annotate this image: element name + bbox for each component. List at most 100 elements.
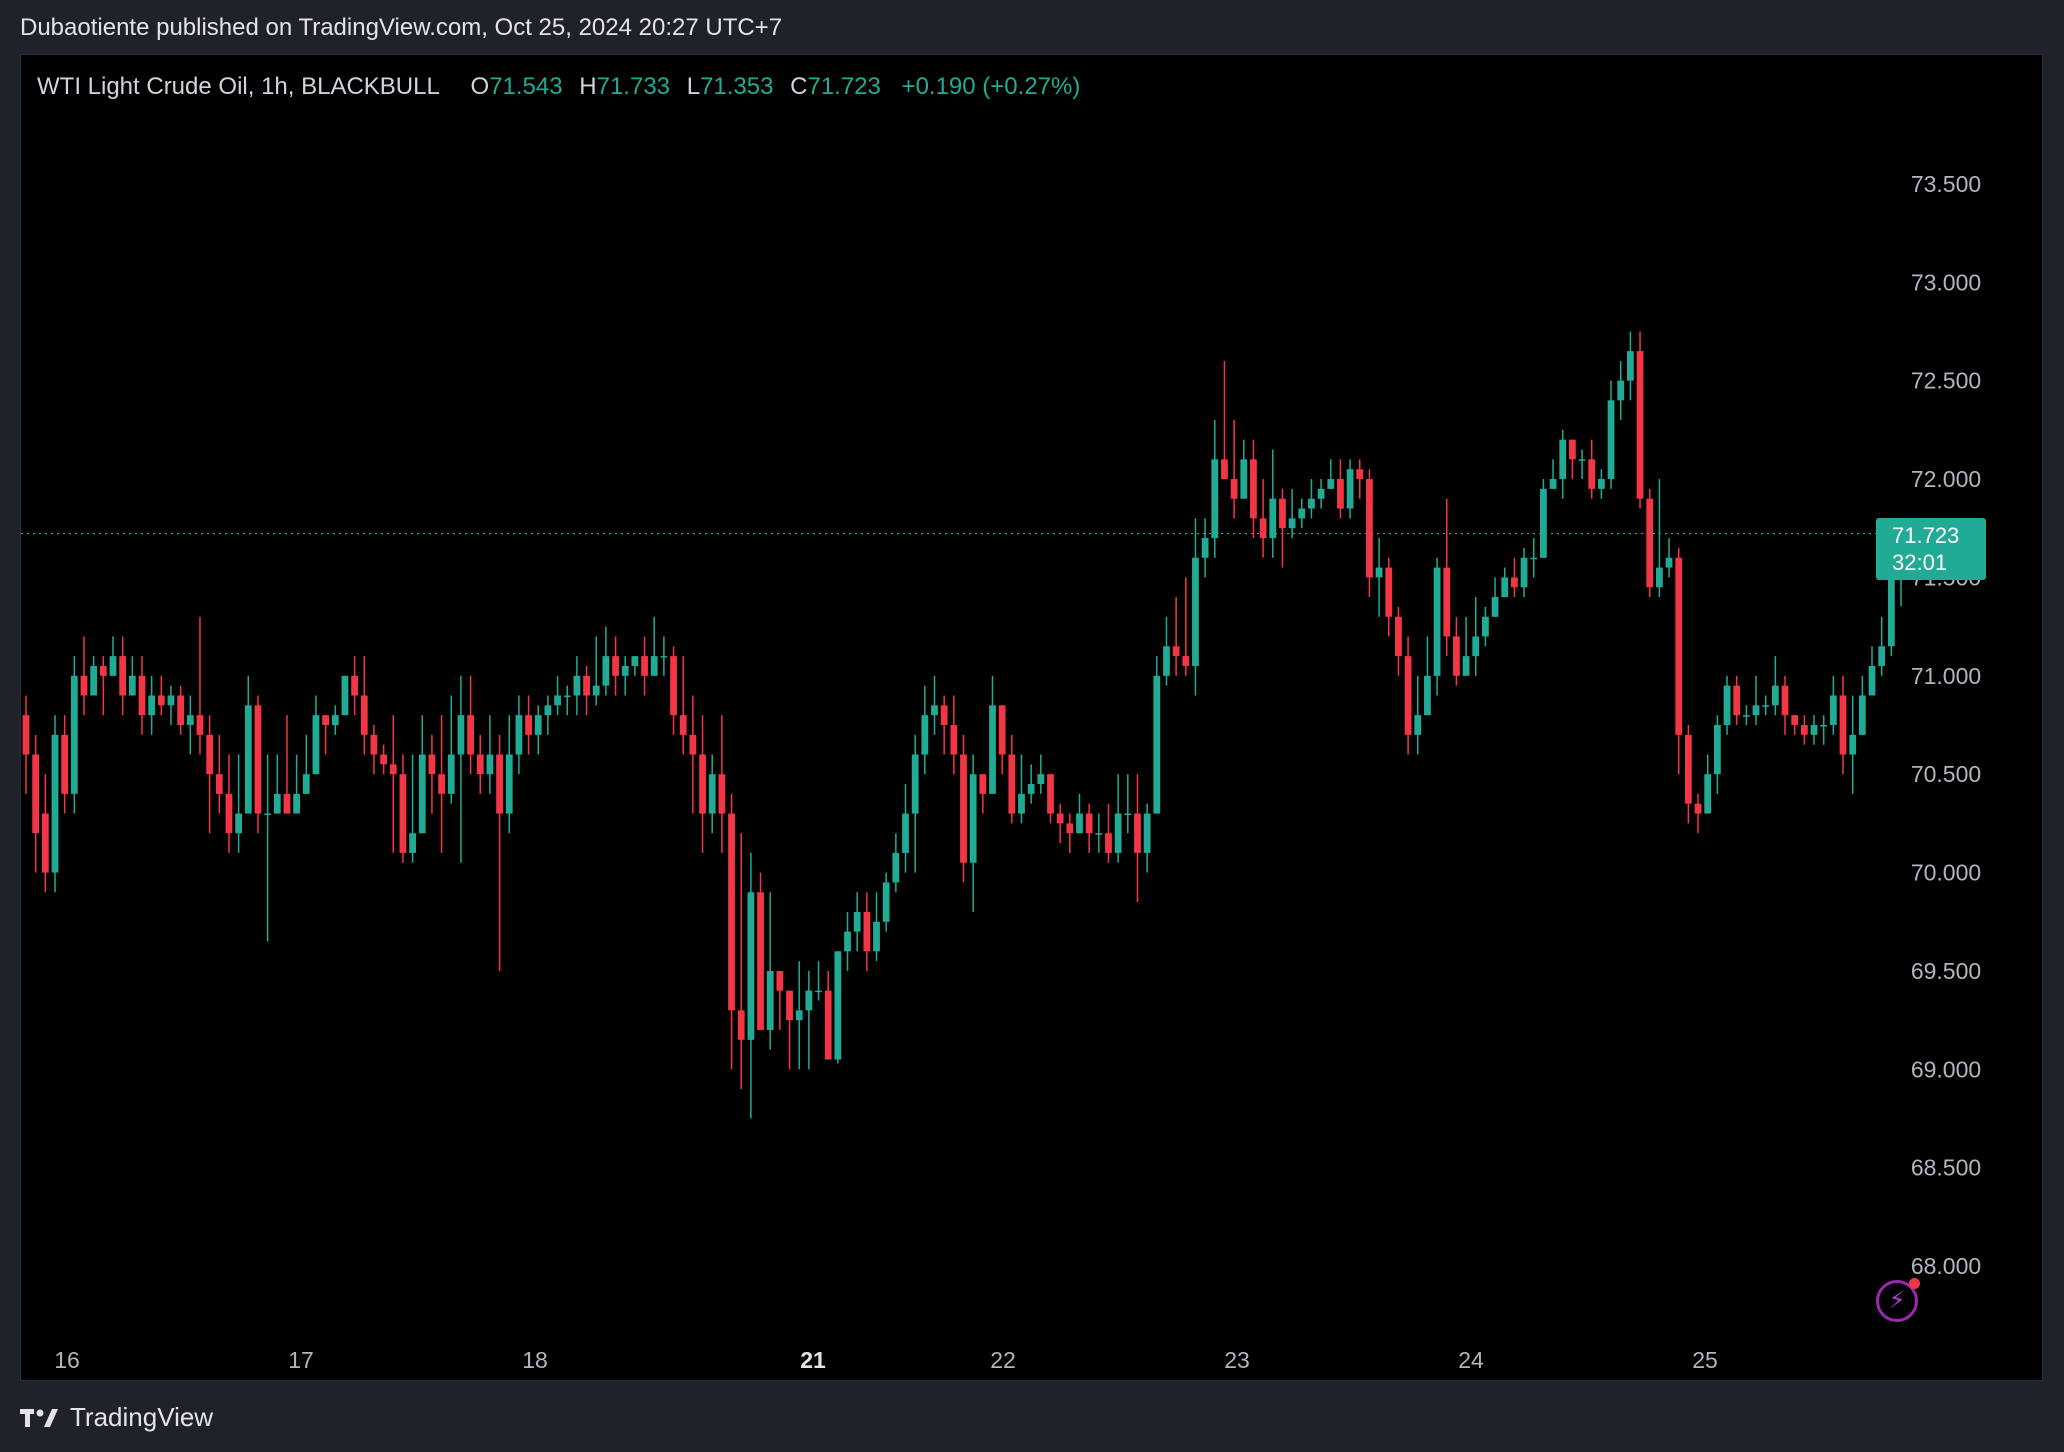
candle-down xyxy=(1636,351,1644,499)
candle-up xyxy=(1143,813,1151,853)
chart-area[interactable]: 73.50073.00072.50072.00071.50071.00070.5… xyxy=(20,54,2043,1381)
y-tick-label: 69.000 xyxy=(1911,1056,1981,1082)
candle-up xyxy=(621,665,629,676)
candle-up xyxy=(747,892,755,1040)
x-tick-label: 22 xyxy=(990,1347,1016,1373)
candle-down xyxy=(476,754,484,775)
candle-up xyxy=(1346,469,1354,509)
candle-down xyxy=(699,754,706,814)
candle-down xyxy=(1800,725,1808,735)
x-tick-label: 24 xyxy=(1458,1347,1484,1373)
candle-down xyxy=(32,754,40,834)
candle-down xyxy=(1182,656,1190,666)
candle-up xyxy=(660,656,668,658)
candle-down xyxy=(1134,813,1141,853)
candle-up xyxy=(1482,616,1489,637)
y-tick-label: 68.000 xyxy=(1911,1253,1981,1279)
candle-up xyxy=(882,882,890,922)
candle-down xyxy=(1066,823,1074,834)
candle-up xyxy=(921,715,929,755)
candle-up xyxy=(1549,479,1557,489)
candle-down xyxy=(757,892,764,1030)
candle-down xyxy=(583,675,590,696)
candle-down xyxy=(1781,685,1789,716)
y-tick-label: 68.500 xyxy=(1911,1155,1981,1181)
candle-up xyxy=(1723,685,1731,725)
candle-up xyxy=(505,754,513,814)
y-tick-label: 73.500 xyxy=(1911,171,1981,197)
candle-down xyxy=(351,675,358,696)
candle-down xyxy=(1453,636,1460,676)
candle-down xyxy=(1443,567,1451,637)
candle-down xyxy=(1230,479,1238,499)
candle-down xyxy=(80,675,88,696)
high-label: H xyxy=(579,73,597,100)
candle-down xyxy=(670,656,677,716)
candle-down xyxy=(119,656,127,696)
candle-up xyxy=(1887,567,1895,647)
candle-down xyxy=(950,725,958,755)
candle-down xyxy=(283,793,291,814)
candle-up xyxy=(1153,675,1161,814)
candle-up xyxy=(1626,351,1634,381)
candle-down xyxy=(641,656,648,676)
tradingview-brand[interactable]: TradingView xyxy=(20,1402,213,1433)
y-tick-label: 70.000 xyxy=(1911,860,1981,886)
candle-down xyxy=(1684,734,1692,804)
candle-up xyxy=(1617,380,1625,401)
candle-down xyxy=(979,774,987,794)
candle-down xyxy=(1385,567,1393,617)
candle-up xyxy=(486,754,494,775)
candle-down xyxy=(399,774,407,853)
candle-up xyxy=(1655,567,1663,588)
candle-down xyxy=(225,793,233,834)
tradingview-logo-icon xyxy=(20,1408,58,1427)
candle-up xyxy=(1849,734,1857,755)
candle-down xyxy=(360,695,368,735)
candle-up xyxy=(602,656,610,686)
y-tick-label: 71.000 xyxy=(1911,663,1981,689)
candle-down xyxy=(370,734,378,755)
bolt-icon[interactable]: ⚡ xyxy=(1876,1278,1920,1322)
candle-up xyxy=(892,852,900,883)
candle-down xyxy=(525,715,532,735)
candle-down xyxy=(157,695,165,706)
candle-up xyxy=(457,715,465,755)
candle-down xyxy=(1250,459,1257,519)
candle-up xyxy=(1163,646,1170,676)
candle-down xyxy=(1404,656,1412,735)
candle-up xyxy=(563,695,571,697)
candle-down xyxy=(1279,498,1286,529)
candle-up xyxy=(708,774,716,814)
candle-up xyxy=(554,695,561,706)
candle-down xyxy=(177,695,185,725)
x-tick-label: 16 xyxy=(54,1347,80,1373)
candle-up xyxy=(815,990,822,993)
candle-up xyxy=(1771,685,1779,706)
x-tick-label: 25 xyxy=(1692,1347,1718,1373)
candle-down xyxy=(1511,577,1518,588)
candle-down xyxy=(206,734,214,775)
candle-up xyxy=(805,990,813,1011)
candle-up xyxy=(409,833,416,853)
candle-down xyxy=(737,1010,745,1040)
y-tick-label: 69.500 xyxy=(1911,958,1981,984)
candle-up xyxy=(244,705,252,814)
candle-up xyxy=(631,656,639,666)
candle-up xyxy=(331,715,339,725)
candle-up xyxy=(1201,538,1209,558)
candle-up xyxy=(592,685,600,696)
current-price-tag: 71.723 32:01 xyxy=(1876,517,1986,580)
current-price: 71.723 xyxy=(1892,522,1960,548)
candle-up xyxy=(148,695,156,716)
published-line: Dubaotiente published on TradingView.com… xyxy=(20,14,783,41)
candle-up xyxy=(1027,784,1035,794)
candle-down xyxy=(22,715,30,755)
ohlc-legend: WTI Light Crude Oil, 1h, BLACKBULL O71.5… xyxy=(37,73,1080,101)
notification-dot xyxy=(1909,1278,1920,1289)
candle-up xyxy=(544,705,552,716)
symbol-name[interactable]: WTI Light Crude Oil, 1h, BLACKBULL xyxy=(37,73,440,100)
candle-down xyxy=(1366,479,1373,578)
candle-up xyxy=(969,774,977,863)
candlestick-chart[interactable]: 73.50073.00072.50072.00071.50071.00070.5… xyxy=(21,55,2043,1381)
